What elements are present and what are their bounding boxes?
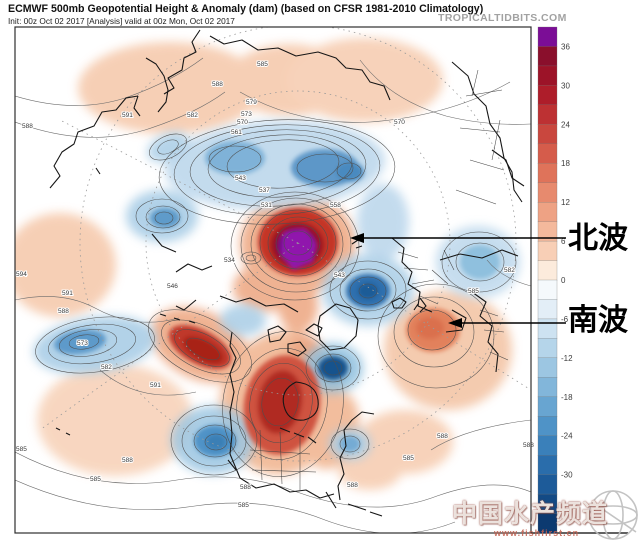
svg-text:588: 588 — [437, 433, 448, 440]
svg-text:588: 588 — [347, 482, 358, 489]
svg-text:30: 30 — [561, 81, 570, 90]
svg-text:570: 570 — [394, 119, 405, 126]
svg-text:-24: -24 — [561, 432, 573, 441]
svg-text:594: 594 — [16, 271, 27, 278]
svg-text:582: 582 — [101, 364, 112, 371]
svg-text:573: 573 — [77, 340, 88, 347]
colorbar — [538, 27, 557, 533]
svg-text:24: 24 — [561, 120, 570, 129]
svg-text:-12: -12 — [561, 354, 573, 363]
svg-text:585: 585 — [468, 288, 479, 295]
svg-text:12: 12 — [561, 198, 570, 207]
svg-text:582: 582 — [187, 112, 198, 119]
north-wave-label: 北波 — [568, 224, 628, 254]
svg-text:588: 588 — [240, 484, 251, 491]
svg-text:588: 588 — [212, 81, 223, 88]
svg-text:591: 591 — [122, 112, 133, 119]
svg-text:543: 543 — [334, 272, 345, 279]
svg-text:588: 588 — [58, 308, 69, 315]
svg-text:537: 537 — [259, 187, 270, 194]
svg-text:573: 573 — [241, 111, 252, 118]
geopotential-map: 5885915825885855795735705615435375315585… — [0, 0, 640, 547]
svg-text:18: 18 — [561, 159, 570, 168]
svg-text:0: 0 — [561, 276, 566, 285]
svg-text:591: 591 — [62, 290, 73, 297]
svg-text:579: 579 — [246, 99, 257, 106]
svg-text:531: 531 — [261, 202, 272, 209]
weather-map-page: ECMWF 500mb Geopotential Height & Anomal… — [0, 0, 640, 547]
svg-text:546: 546 — [167, 283, 178, 290]
globe-watermark-icon — [586, 488, 640, 542]
svg-text:588: 588 — [22, 123, 33, 130]
south-wave-label: 南波 — [568, 306, 628, 336]
svg-text:561: 561 — [231, 129, 242, 136]
svg-text:585: 585 — [90, 476, 101, 483]
svg-text:585: 585 — [403, 455, 414, 462]
svg-text:-30: -30 — [561, 471, 573, 480]
svg-text:591: 591 — [150, 382, 161, 389]
colorbar-tick-labels: 363024181260-6-12-18-24-30 — [561, 42, 573, 479]
svg-text:36: 36 — [561, 42, 570, 51]
svg-text:585: 585 — [16, 446, 27, 453]
svg-text:588: 588 — [523, 442, 534, 449]
svg-text:588: 588 — [122, 457, 133, 464]
svg-text:558: 558 — [330, 202, 341, 209]
svg-text:570: 570 — [237, 119, 248, 126]
svg-text:543: 543 — [235, 175, 246, 182]
svg-text:585: 585 — [238, 502, 249, 509]
svg-text:585: 585 — [257, 61, 268, 68]
svg-text:-18: -18 — [561, 393, 573, 402]
svg-text:534: 534 — [224, 257, 235, 264]
svg-text:582: 582 — [504, 267, 515, 274]
